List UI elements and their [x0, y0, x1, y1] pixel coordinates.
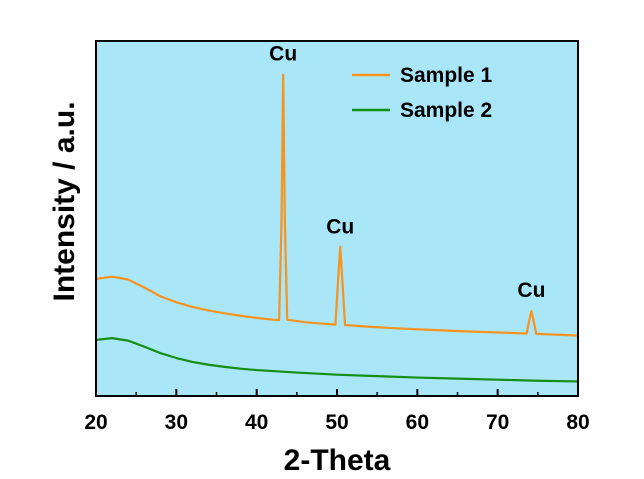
x-axis-ticks: 20 30 40 50 60 70 80 [84, 389, 590, 434]
peak-label-3: Cu [517, 279, 545, 302]
peak-annotations: Cu Cu Cu [269, 43, 545, 302]
x-tick-label-70: 70 [486, 411, 509, 434]
legend-label-2: Sample 2 [400, 99, 492, 122]
x-tick-label-40: 40 [245, 411, 268, 434]
peak-label-1: Cu [269, 43, 297, 66]
plot-area [96, 41, 578, 396]
series-line-1 [95, 73, 579, 337]
x-tick-label-60: 60 [406, 411, 429, 434]
legend-label-1: Sample 1 [400, 64, 493, 87]
x-axis-title: 2-Theta [284, 444, 391, 477]
series-lines [95, 73, 579, 383]
peak-label-2: Cu [326, 215, 354, 238]
x-tick-label-80: 80 [566, 411, 589, 434]
x-tick-label-50: 50 [325, 411, 348, 434]
x-tick-label-20: 20 [84, 411, 107, 434]
x-tick-label-30: 30 [165, 411, 188, 434]
series-line-2 [95, 337, 579, 383]
legend: Sample 1 Sample 2 [352, 64, 493, 122]
y-axis-title: Intensity / a.u. [48, 101, 81, 301]
